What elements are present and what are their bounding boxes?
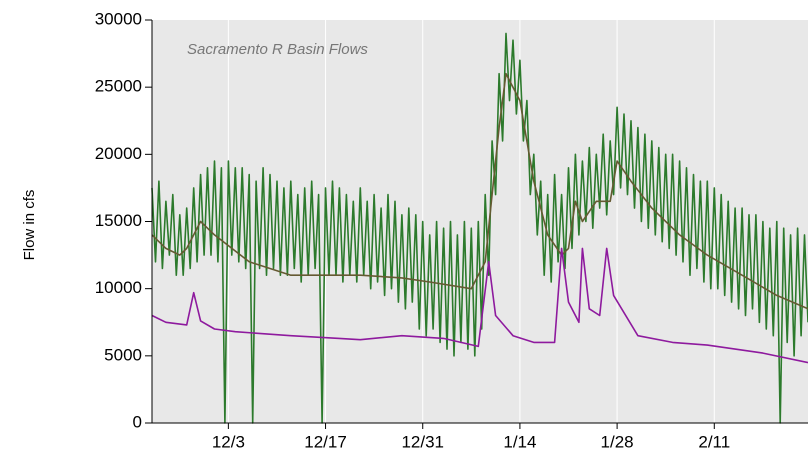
y-tick-label: 5000 [104,345,142,364]
y-tick-label: 25000 [95,77,142,96]
x-tick-label: 12/3 [212,432,245,451]
x-tick-label: 12/31 [401,432,444,451]
y-tick-label: 15000 [95,211,142,230]
y-tick-label: 0 [133,412,142,431]
series-line [151,72,808,310]
y-tick-label: 20000 [95,144,142,163]
y-tick-label: 30000 [95,9,142,28]
series-line [151,247,808,364]
x-tick-label: 2/11 [698,432,730,451]
chart-title: Sacramento R Basin Flows [187,41,368,58]
x-tick-label: 1/28 [601,432,634,451]
y-axis-label: Flow in cfs [21,190,38,261]
x-tick-label: 12/17 [304,432,347,451]
y-tick-label: 10000 [95,278,142,297]
series-line [151,32,808,424]
lines [151,32,808,424]
x-tick-label: 1/14 [503,432,536,451]
